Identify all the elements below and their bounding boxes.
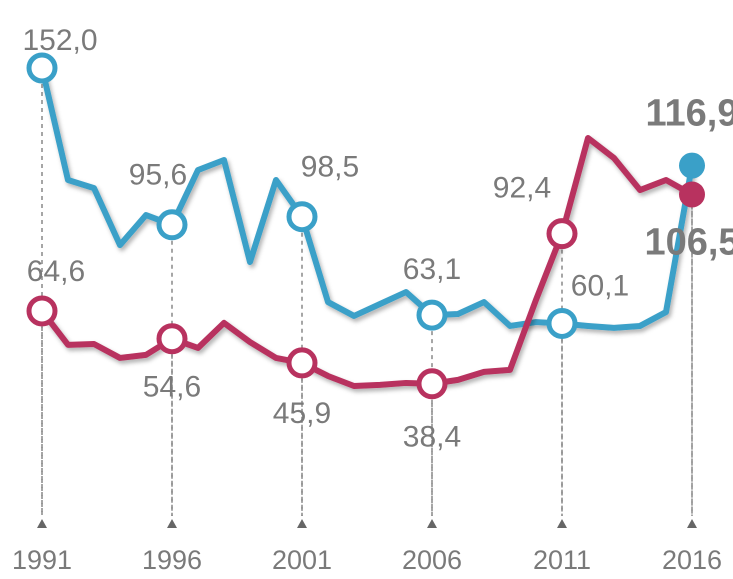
series-line xyxy=(39,135,694,389)
value-label: 116,9 xyxy=(646,93,733,135)
tick-arrow xyxy=(297,519,307,528)
tick-arrow xyxy=(167,519,177,528)
value-label: 54,6 xyxy=(143,371,201,404)
x-tick-label: 1991 xyxy=(12,545,72,575)
value-label: 98,5 xyxy=(301,151,359,184)
value-label: 60,1 xyxy=(571,269,629,302)
series-line xyxy=(39,67,695,331)
value-label: 92,4 xyxy=(493,172,551,205)
x-tick-label: 2016 xyxy=(662,545,722,575)
point-marker xyxy=(416,299,448,331)
point-marker xyxy=(26,295,58,327)
value-label: 152,0 xyxy=(22,24,97,57)
point-marker xyxy=(156,323,188,355)
tick-arrow xyxy=(427,519,437,528)
value-label: 38,4 xyxy=(403,421,461,454)
value-label: 45,9 xyxy=(273,397,331,430)
value-label: 63,1 xyxy=(403,253,461,286)
tick-arrow xyxy=(687,519,697,528)
value-label: 106,5 xyxy=(644,222,733,264)
value-label: 95,6 xyxy=(129,159,187,192)
point-marker xyxy=(156,209,188,241)
x-tick-label: 1996 xyxy=(142,545,202,575)
point-marker xyxy=(546,307,578,339)
point-marker xyxy=(416,368,448,400)
end-point xyxy=(679,152,705,179)
point-marker xyxy=(26,52,58,84)
x-tick-label: 2011 xyxy=(533,545,591,575)
tick-arrow xyxy=(557,519,567,528)
x-tick-label: 2006 xyxy=(402,545,462,575)
point-marker xyxy=(546,218,578,250)
value-label: 64,6 xyxy=(27,255,85,288)
x-tick-label: 2001 xyxy=(272,545,332,575)
tick-arrow xyxy=(37,519,47,528)
end-point xyxy=(679,181,705,208)
point-marker xyxy=(286,347,318,379)
point-marker xyxy=(286,201,318,233)
